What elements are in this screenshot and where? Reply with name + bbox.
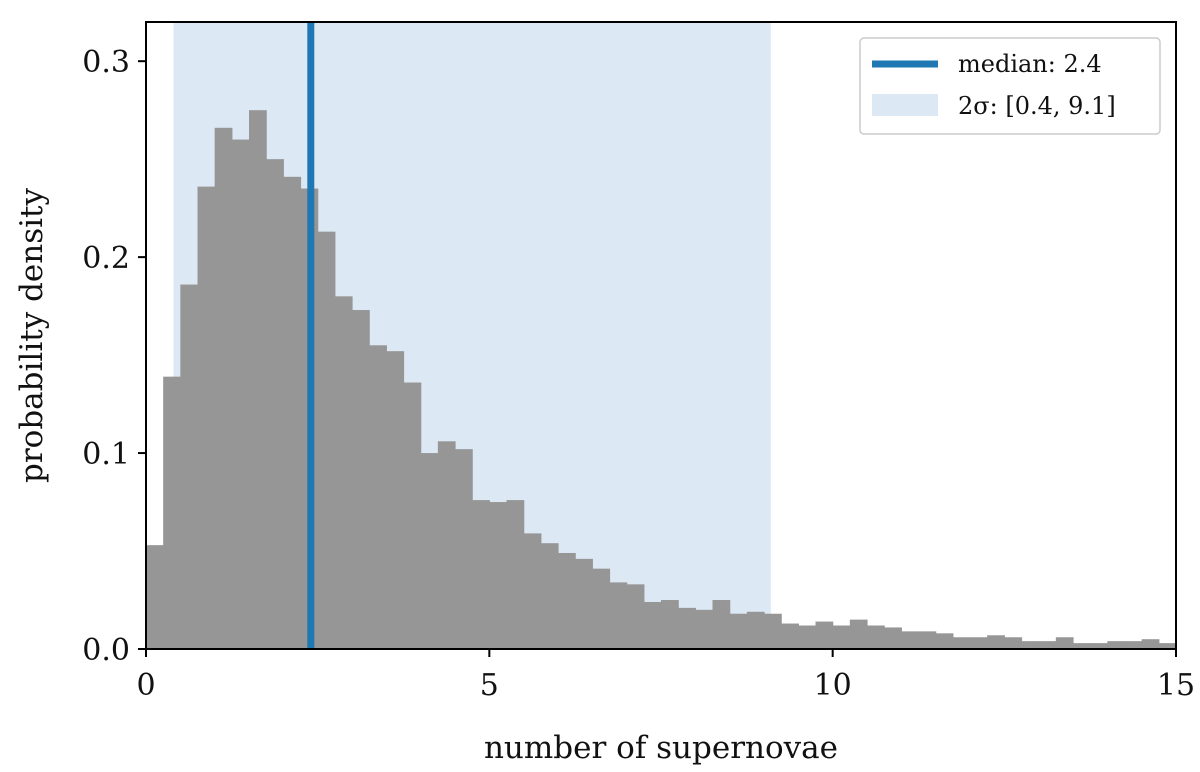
histogram-bar [197,186,216,649]
histogram-bar [746,611,765,649]
y-tick-label: 0.2 [82,241,130,276]
y-axis-label: probability density [14,188,50,484]
histogram-bar [249,110,267,649]
legend-median-label: median: 2.4 [958,50,1102,78]
histogram-bar [832,625,851,649]
histogram-bar [558,552,576,649]
histogram-bars [146,110,1177,649]
histogram-bar [1141,639,1160,649]
histogram-bar [781,623,799,649]
histogram-bar [970,637,988,649]
x-tick-label: 5 [480,668,499,703]
y-tick-label: 0.1 [82,437,130,472]
axis-ticks: 0 5 10 15 0.0 0.1 0.2 0.3 [82,45,1195,703]
histogram-bar [987,635,1005,649]
histogram-bar [386,351,405,649]
histogram-bar [798,625,817,649]
histogram-bar [403,382,422,649]
histogram-bar [214,127,233,649]
histogram-bar [815,621,834,649]
histogram-bar [609,582,628,649]
histogram-bar [918,631,937,649]
plot-frame [145,21,1177,650]
x-tick-label: 15 [1157,668,1195,703]
histogram-bar [884,627,902,649]
histogram-bar [1124,641,1143,649]
histogram-bar [1073,643,1091,649]
histogram-bar [867,625,885,649]
legend: median: 2.4 2σ: [0.4, 9.1] [859,37,1161,135]
legend-band-label: 2σ: [0.4, 9.1] [958,92,1116,120]
legend-band-swatch [872,94,938,116]
histogram-bar [455,449,473,649]
histogram-bar [695,609,714,649]
y-tick-label: 0.0 [82,633,130,668]
histogram-bar [472,500,490,649]
histogram-bar [729,613,748,649]
histogram-bar [661,600,679,649]
histogram-bar [1055,637,1074,649]
histogram-bar [849,619,868,649]
histogram-bar [712,600,731,649]
histogram-bar [1021,641,1040,649]
histogram-bar [1090,643,1108,649]
histogram-bar [317,231,336,649]
histogram-bar [764,613,782,649]
y-tick-label: 0.3 [82,45,130,80]
histogram-bar [266,159,284,649]
histogram-bar [952,637,971,649]
x-axis-label: number of supernovae [484,730,838,766]
histogram-bar [678,607,696,649]
histogram-bar [1107,641,1126,649]
histogram-bar [231,139,250,649]
histogram-bar [163,376,181,649]
histogram-bar [626,584,645,649]
histogram-bar [1158,643,1177,649]
histogram-bar [334,296,353,649]
histogram-bar [575,558,593,649]
histogram-bar [506,500,525,649]
histogram-bar [146,545,164,649]
histogram-bar [420,453,439,649]
x-tick-label: 0 [136,668,155,703]
histogram-bar [592,568,611,649]
histogram-bar [489,502,508,649]
histogram-bar [369,345,387,649]
histogram-bar [437,441,456,649]
histogram-bar [935,633,954,649]
histogram-bar [901,631,920,649]
histogram-bar [523,533,542,649]
histogram-bar [1004,637,1023,649]
histogram-bar [1038,641,1057,649]
histogram-bar [540,543,559,649]
histogram-bar [180,284,199,649]
x-tick-label: 10 [814,668,852,703]
histogram-bar [643,601,662,649]
histogram-bar [283,176,302,649]
histogram-bar [352,310,370,649]
